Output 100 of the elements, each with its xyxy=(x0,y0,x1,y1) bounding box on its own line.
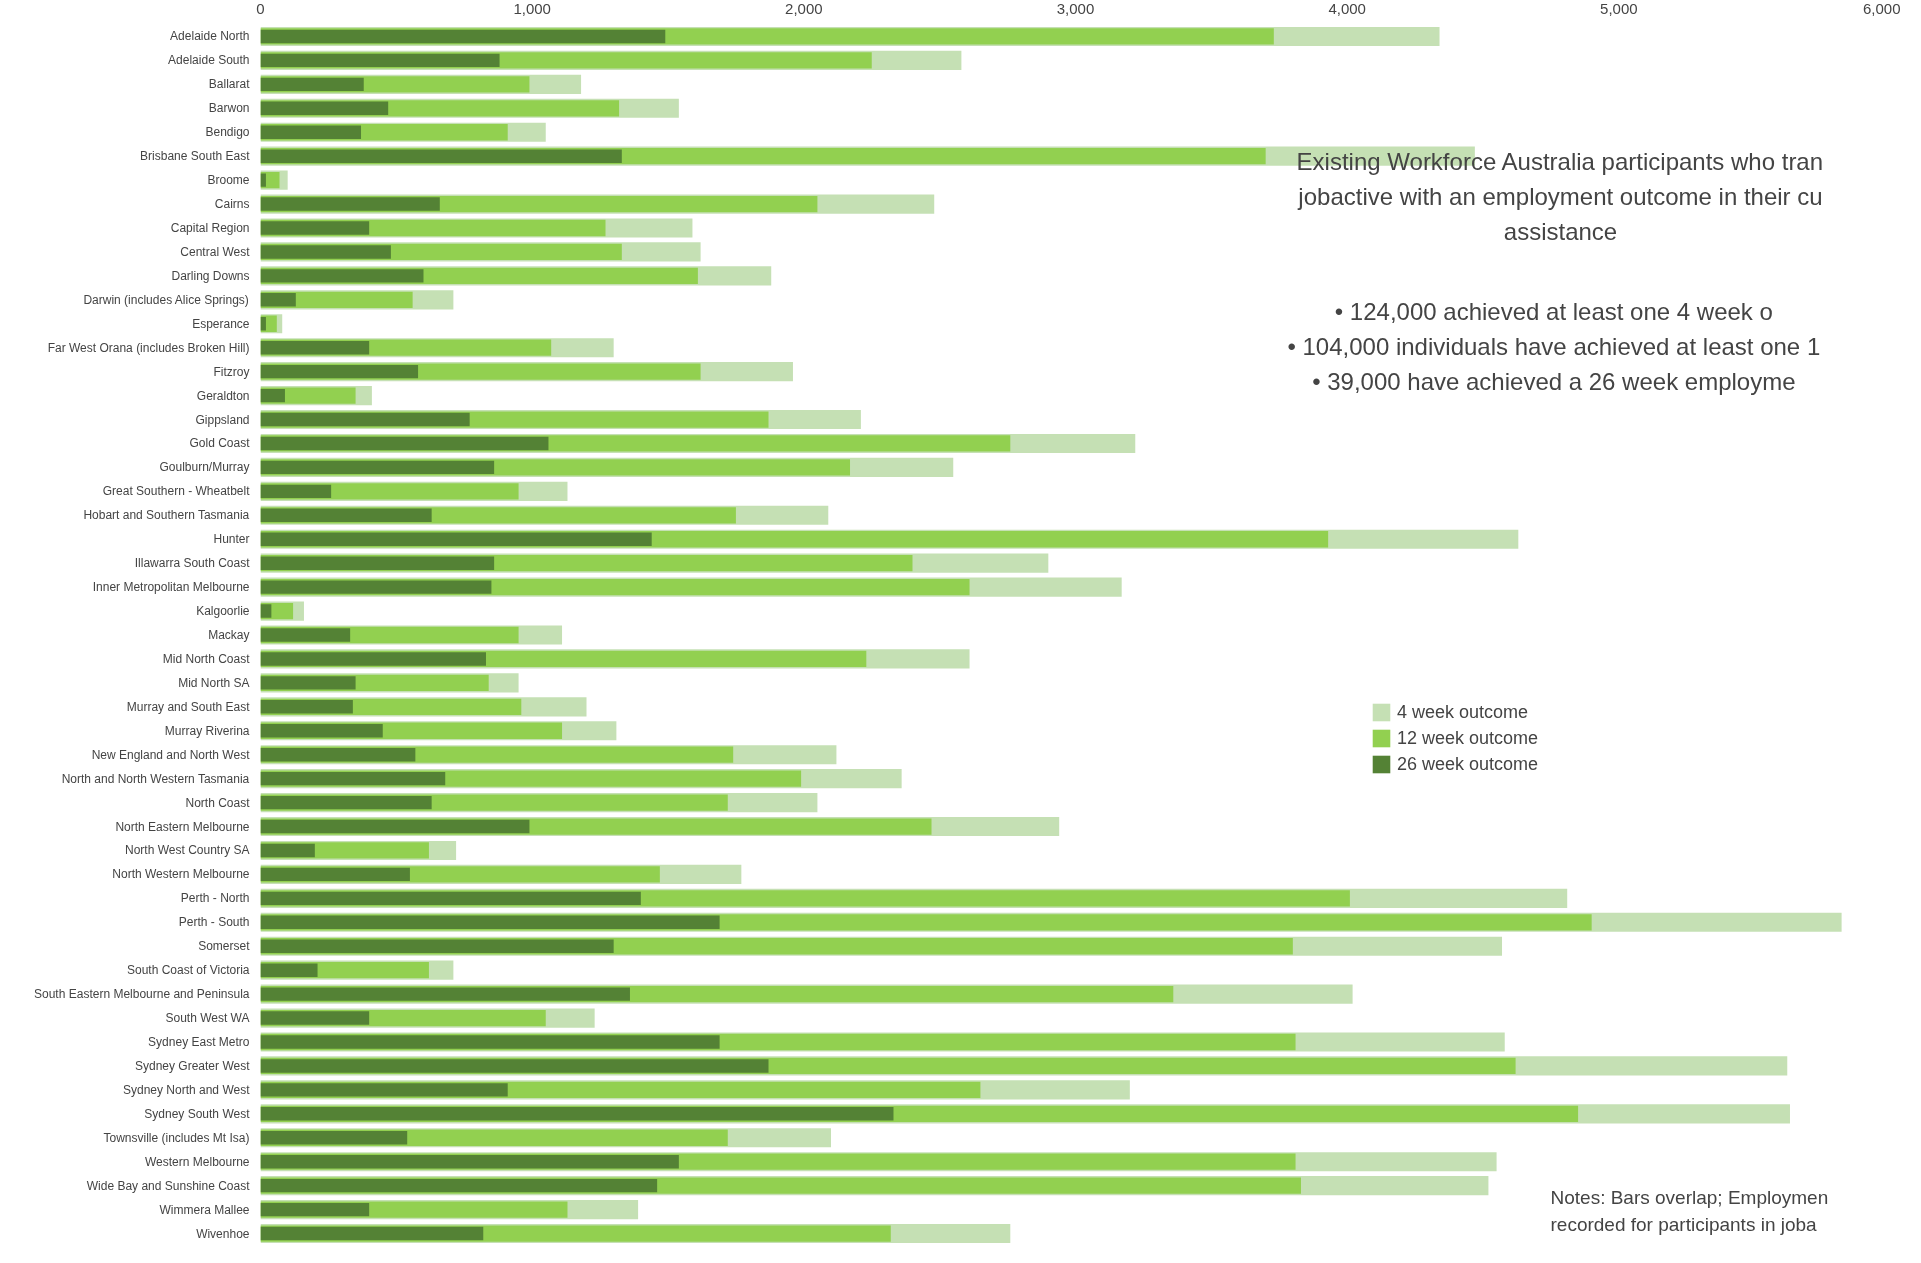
bar xyxy=(260,652,486,666)
y-tick-label: Wivenhoe xyxy=(196,1226,250,1241)
y-tick-label: Mid North SA xyxy=(178,675,250,690)
bar xyxy=(260,1107,894,1121)
bar xyxy=(260,197,440,211)
bar xyxy=(260,819,530,834)
y-tick-label: Wide Bay and Sunshine Coast xyxy=(86,1178,251,1193)
y-tick-label: Fitzroy xyxy=(213,364,250,379)
legend-label: 4 week outcome xyxy=(1397,701,1529,723)
y-tick-label: Wimmera Mallee xyxy=(159,1202,250,1217)
y-tick-label: Murray Riverina xyxy=(164,723,250,738)
bar xyxy=(260,412,470,427)
bar xyxy=(260,1178,658,1193)
y-tick-label: Sydney North and West xyxy=(122,1082,251,1097)
y-tick-label: Great Southern - Wheatbelt xyxy=(102,484,251,499)
bar xyxy=(260,245,391,259)
bar xyxy=(260,532,652,546)
bar xyxy=(260,484,332,499)
y-tick-label: Ballarat xyxy=(208,77,251,92)
x-tick-label: 2,000 xyxy=(785,0,823,17)
bar xyxy=(260,891,641,906)
bar xyxy=(260,269,424,283)
bar xyxy=(260,221,370,235)
y-tick-label: Barwon xyxy=(208,101,250,116)
y-tick-label: Esperance xyxy=(192,316,250,331)
y-tick-label: Goulburn/Murray xyxy=(159,460,250,475)
bar xyxy=(260,556,495,570)
y-tick-label: Gold Coast xyxy=(189,436,251,451)
y-tick-label: Hunter xyxy=(213,532,250,547)
y-tick-label: North Western Melbourne xyxy=(112,867,250,882)
bar xyxy=(260,724,383,738)
bar xyxy=(260,125,362,139)
annotation: Existing Workforce Australia participants who tran jobactive with an employment outcome in their cu assistance xyxy=(1296,148,1824,246)
bar xyxy=(260,604,272,618)
bar xyxy=(260,843,315,858)
bar xyxy=(260,77,364,92)
bar xyxy=(260,700,353,714)
bar xyxy=(260,508,432,522)
y-tick-label: Darling Downs xyxy=(171,268,250,283)
y-tick-label: Gippsland xyxy=(195,412,250,427)
x-tick-label: 0 xyxy=(256,0,265,17)
bar xyxy=(260,795,432,810)
bar xyxy=(260,101,389,115)
y-tick-label: Mackay xyxy=(208,628,250,642)
bar xyxy=(260,388,285,403)
bar xyxy=(260,915,720,929)
y-tick-label: Kalgoorlie xyxy=(196,604,250,619)
y-tick-label: Perth - South xyxy=(178,915,250,930)
y-tick-label: Broome xyxy=(207,173,250,188)
bar xyxy=(260,1011,370,1025)
y-tick-label: Cairns xyxy=(214,197,250,212)
bar xyxy=(260,1226,484,1241)
bar xyxy=(260,987,630,1001)
x-tick-label: 1,000 xyxy=(513,0,551,17)
y-tick-label: Hobart and Southern Tasmania xyxy=(83,508,250,523)
bar xyxy=(260,1083,508,1097)
x-tick-label: 4,000 xyxy=(1328,0,1366,17)
y-tick-label: Sydney Greater West xyxy=(135,1058,251,1073)
annotation: • 124,000 achieved at least one 4 week o • 104,000 individuals have achieved at least one 1 • 39,000 have achieved a 26 week employme xyxy=(1287,298,1821,396)
y-tick-label: Brisbane South East xyxy=(140,149,251,164)
bar xyxy=(260,53,500,68)
bar xyxy=(260,867,410,882)
bar xyxy=(260,676,356,690)
y-tick-label: Western Melbourne xyxy=(145,1154,250,1169)
bar xyxy=(260,1155,679,1169)
y-tick-label: North West Country SA xyxy=(125,843,250,858)
y-tick-label: Sydney South West xyxy=(144,1106,251,1121)
y-tick-label: Mid North Coast xyxy=(162,651,251,666)
y-tick-label: North Eastern Melbourne xyxy=(115,819,250,834)
y-tick-label: Adelaide North xyxy=(170,29,250,44)
y-tick-label: North and North Western Tasmania xyxy=(61,771,250,786)
y-tick-label: Sydney East Metro xyxy=(148,1035,250,1049)
annotation: Notes: Bars overlap; Employmen recorded for participants in joba xyxy=(1550,1187,1829,1236)
y-tick-label: South West WA xyxy=(165,1011,250,1026)
bar xyxy=(260,460,495,475)
bar xyxy=(260,436,549,451)
y-tick-label: Perth - North xyxy=(180,891,250,906)
bar xyxy=(260,1131,408,1145)
bar xyxy=(260,939,614,953)
bar xyxy=(260,771,446,786)
legend-label: 26 week outcome xyxy=(1397,753,1539,775)
y-tick-label: Bendigo xyxy=(205,125,250,140)
bar xyxy=(260,173,266,187)
y-tick-label: South Coast of Victoria xyxy=(126,963,250,978)
bar xyxy=(260,29,666,44)
y-tick-label: Darwin (includes Alice Springs) xyxy=(83,292,249,307)
bar xyxy=(260,1035,720,1049)
bar xyxy=(260,963,318,977)
y-tick-label: Somerset xyxy=(198,939,251,954)
y-tick-label: Inner Metropolitan Melbourne xyxy=(92,580,250,595)
x-tick-label: 5,000 xyxy=(1600,0,1638,17)
y-tick-label: Adelaide South xyxy=(168,53,250,68)
bar xyxy=(260,293,296,307)
bar xyxy=(260,364,419,379)
y-tick-label: Murray and South East xyxy=(126,699,251,714)
y-tick-label: Illawarra South Coast xyxy=(134,556,251,571)
x-tick-label: 6,000 xyxy=(1862,0,1901,17)
bar xyxy=(260,748,416,762)
bar xyxy=(260,580,492,594)
x-tick-label: 3,000 xyxy=(1056,0,1095,17)
